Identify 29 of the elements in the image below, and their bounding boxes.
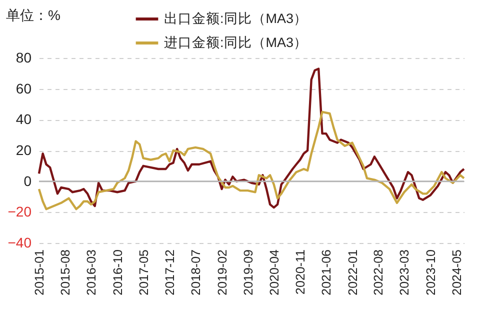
x-tick-label: 2015-08 [58, 249, 72, 296]
x-tick-label: 2015-01 [32, 249, 46, 296]
x-tick-label: 2022-01 [346, 249, 360, 296]
x-tick-label: 2020-11 [294, 249, 308, 294]
x-tick-label: 2017-05 [136, 249, 151, 296]
y-tick-label: 40 [16, 111, 32, 128]
x-tick-label: 2019-02 [215, 249, 230, 296]
x-tick-label: 2024-05 [450, 249, 464, 296]
y-tick-label: −40 [8, 234, 32, 250]
x-tick-label: 2016-03 [84, 249, 99, 296]
x-tick-label: 2023-10 [424, 249, 438, 296]
x-tick-label: 2016-10 [110, 249, 125, 296]
y-tick-label: 80 [16, 50, 32, 66]
x-tick-label: 2020-04 [267, 249, 282, 296]
y-tick-label: −20 [8, 204, 32, 220]
legend-label: 进口金额:同比（MA3） [164, 35, 308, 50]
x-tick-label: 2021-06 [320, 249, 334, 296]
legend-label: 出口金额:同比（MA3） [164, 11, 308, 26]
text: 单位：% [6, 7, 60, 23]
line-series [38, 68, 466, 209]
x-tick-label: 2019-09 [241, 249, 256, 296]
x-tick-label: 2017-12 [162, 249, 177, 296]
line-series [38, 110, 466, 210]
y-tick-label: 60 [16, 80, 32, 96]
x-tick-label: 2023-03 [398, 249, 412, 296]
x-tick-label: 2018-07 [188, 249, 203, 296]
y-tick-label: 20 [16, 142, 32, 158]
x-tick-label: 2022-08 [372, 249, 386, 296]
y-tick-label: 0 [24, 172, 32, 189]
